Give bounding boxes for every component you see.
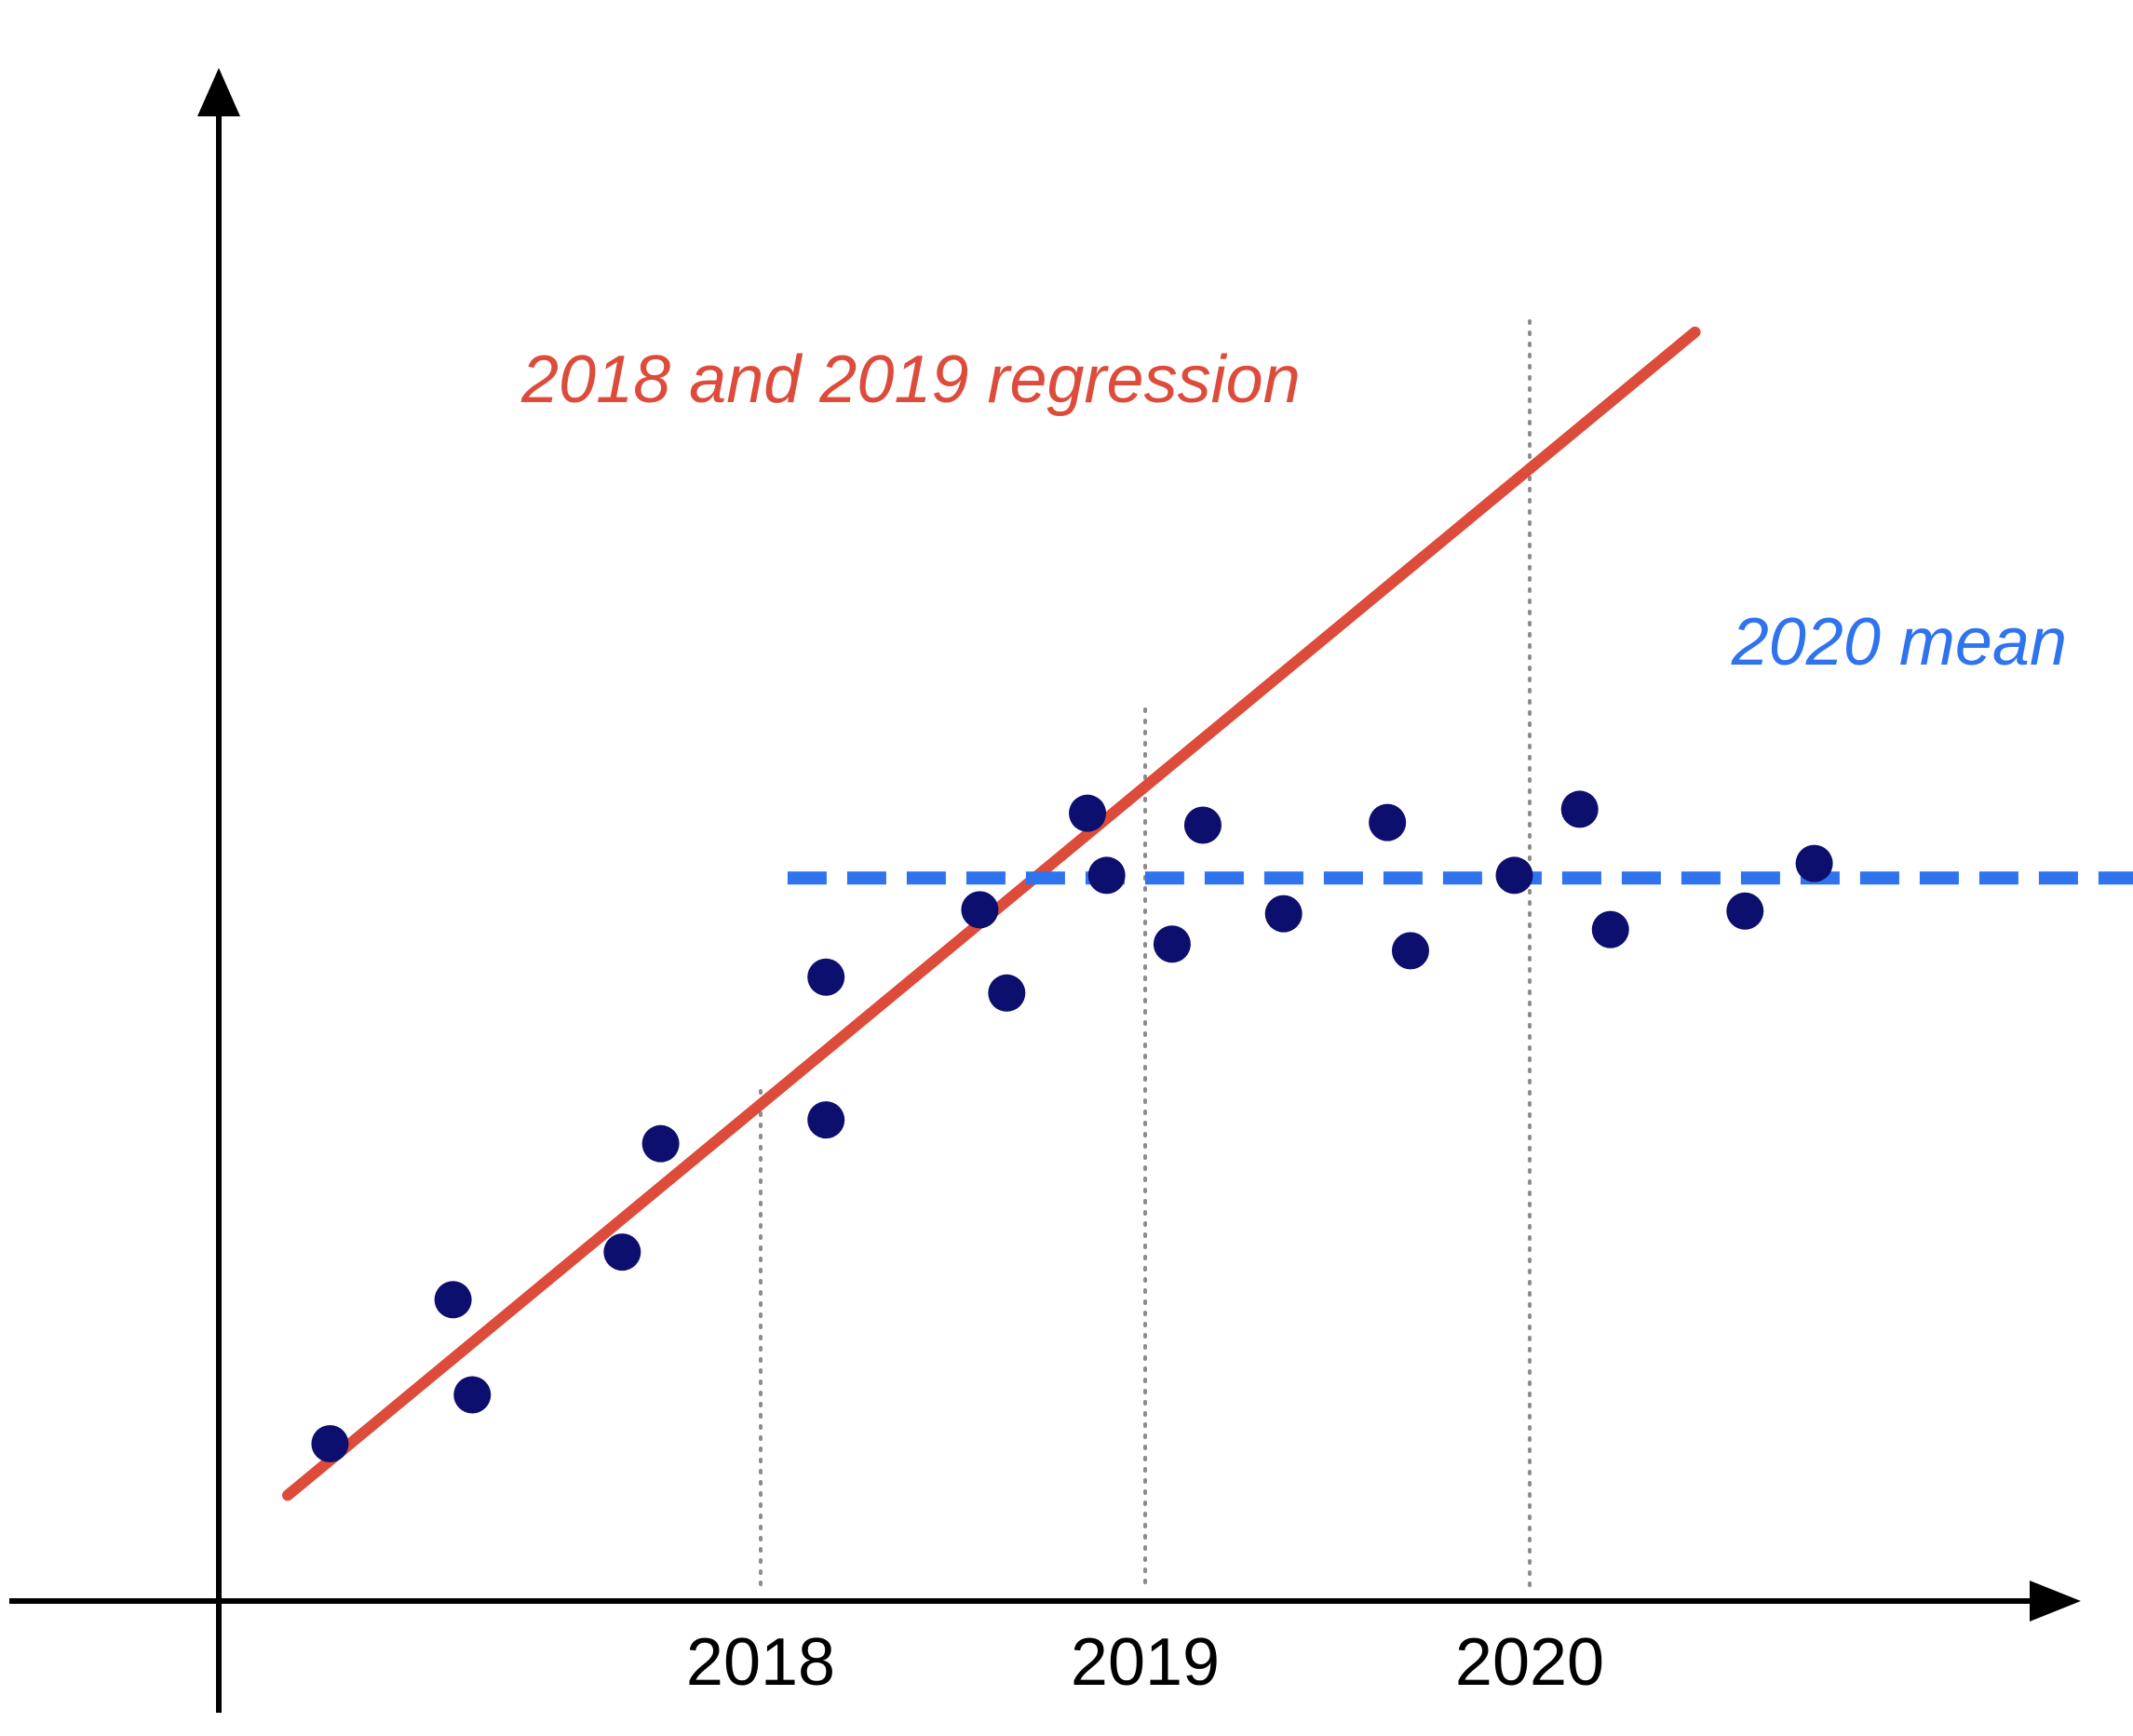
data-point xyxy=(988,974,1026,1012)
data-point xyxy=(1795,844,1833,882)
text-labels: 2018 2019 2020 2018 and 2019 regression 2020… xyxy=(520,343,2067,1700)
data-point xyxy=(1069,794,1107,832)
data-point xyxy=(1183,806,1222,844)
data-point xyxy=(1391,932,1429,970)
data-point xyxy=(1264,895,1303,933)
data-point xyxy=(1495,856,1533,895)
data-point xyxy=(1560,790,1599,828)
gridlines xyxy=(759,319,1532,1589)
data-point xyxy=(1087,856,1126,895)
series-lines xyxy=(282,326,2133,1501)
data-point xyxy=(961,891,999,929)
y-axis-arrowhead xyxy=(197,68,240,116)
data-point xyxy=(603,1233,641,1272)
x-tick-label-2020: 2020 xyxy=(1455,1625,1604,1700)
x-tick-label-2019: 2019 xyxy=(1071,1625,1220,1700)
data-point xyxy=(807,1101,845,1139)
data-point xyxy=(1153,925,1191,963)
data-point xyxy=(641,1124,680,1163)
x-axis-arrowhead xyxy=(2030,1581,2081,1622)
data-point xyxy=(1726,892,1764,930)
regression-label: 2018 and 2019 regression xyxy=(520,343,1301,417)
data-point xyxy=(1369,803,1407,841)
data-point xyxy=(453,1376,492,1414)
x-tick-label-2018: 2018 xyxy=(686,1625,835,1700)
axes xyxy=(9,68,2081,1713)
mean-label: 2020 mean xyxy=(1731,605,2067,680)
data-points xyxy=(311,790,1833,1463)
data-point xyxy=(434,1281,472,1319)
data-point xyxy=(1591,910,1629,949)
data-point xyxy=(311,1425,349,1463)
data-point xyxy=(807,958,845,996)
